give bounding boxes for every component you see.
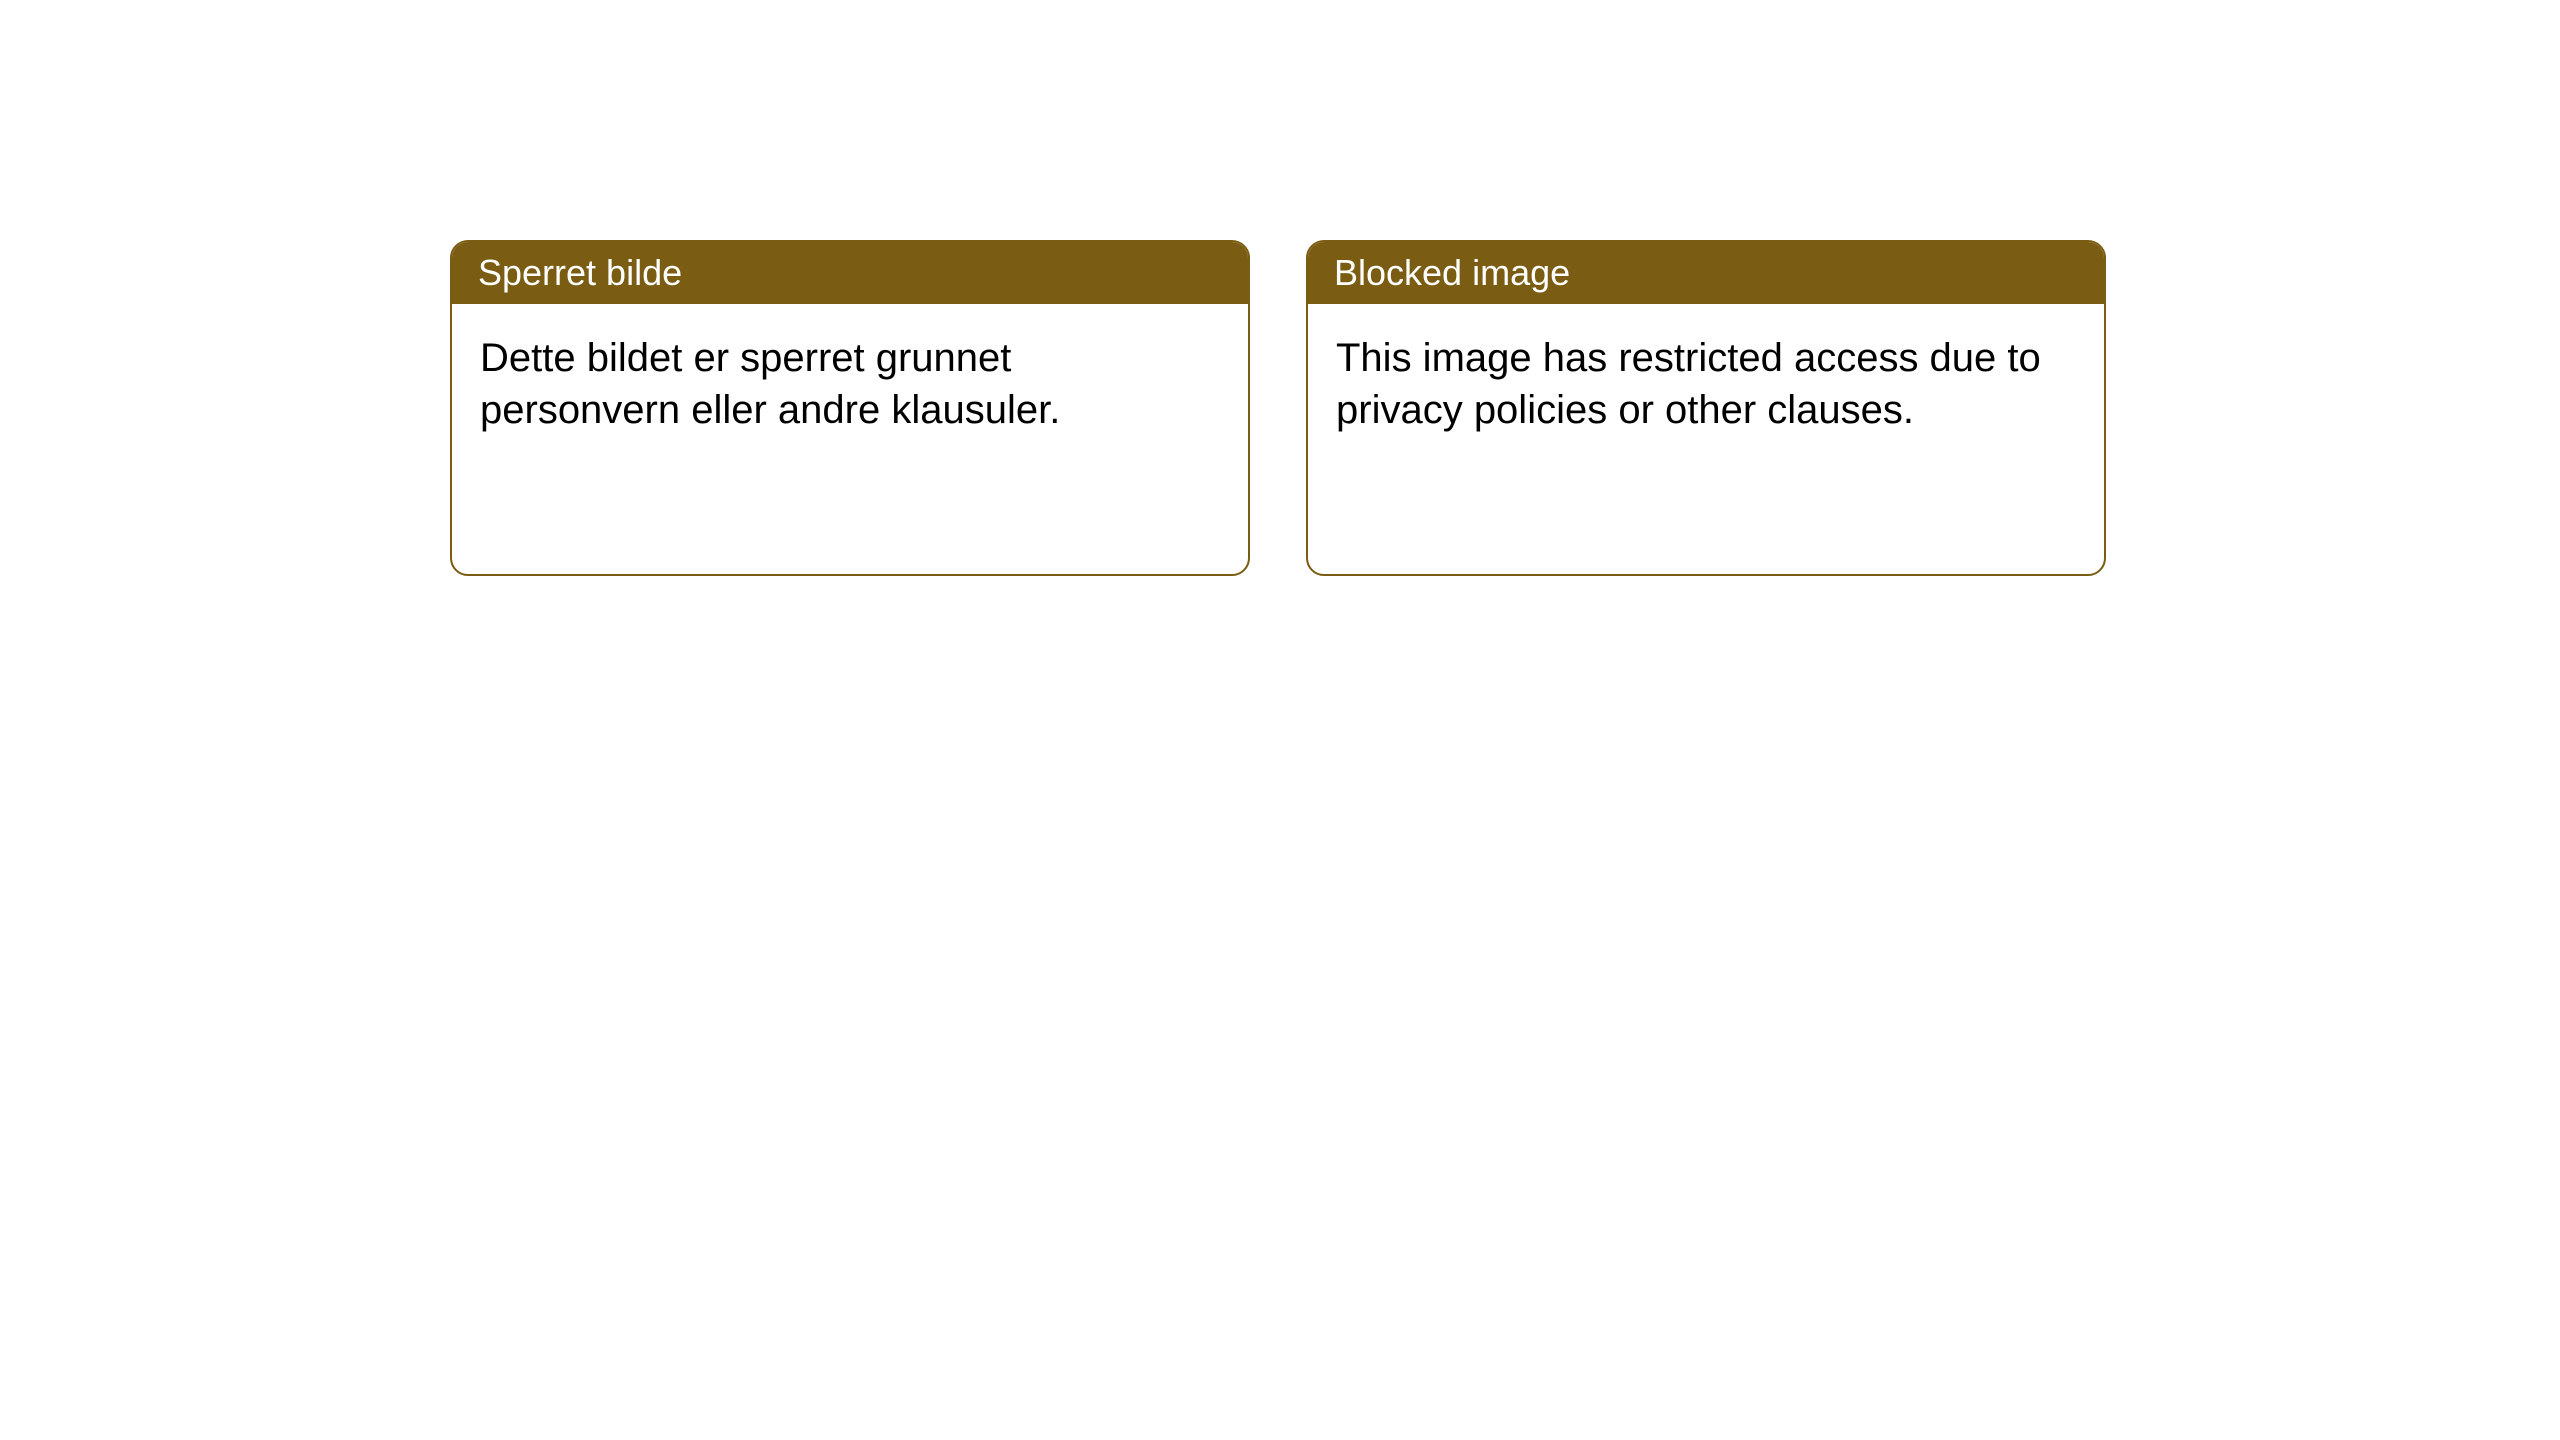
- blocked-image-card-norsk: Sperret bilde Dette bildet er sperret gr…: [450, 240, 1250, 576]
- card-header-norsk: Sperret bilde: [452, 242, 1248, 304]
- blocked-image-card-english: Blocked image This image has restricted …: [1306, 240, 2106, 576]
- card-body-norsk: Dette bildet er sperret grunnet personve…: [452, 304, 1248, 464]
- card-body-text: Dette bildet er sperret grunnet personve…: [480, 336, 1060, 432]
- notice-cards-container: Sperret bilde Dette bildet er sperret gr…: [450, 240, 2106, 576]
- card-header-text: Blocked image: [1334, 252, 1570, 293]
- card-header-english: Blocked image: [1308, 242, 2104, 304]
- card-body-text: This image has restricted access due to …: [1336, 336, 2041, 432]
- card-body-english: This image has restricted access due to …: [1308, 304, 2104, 464]
- card-header-text: Sperret bilde: [478, 252, 682, 293]
